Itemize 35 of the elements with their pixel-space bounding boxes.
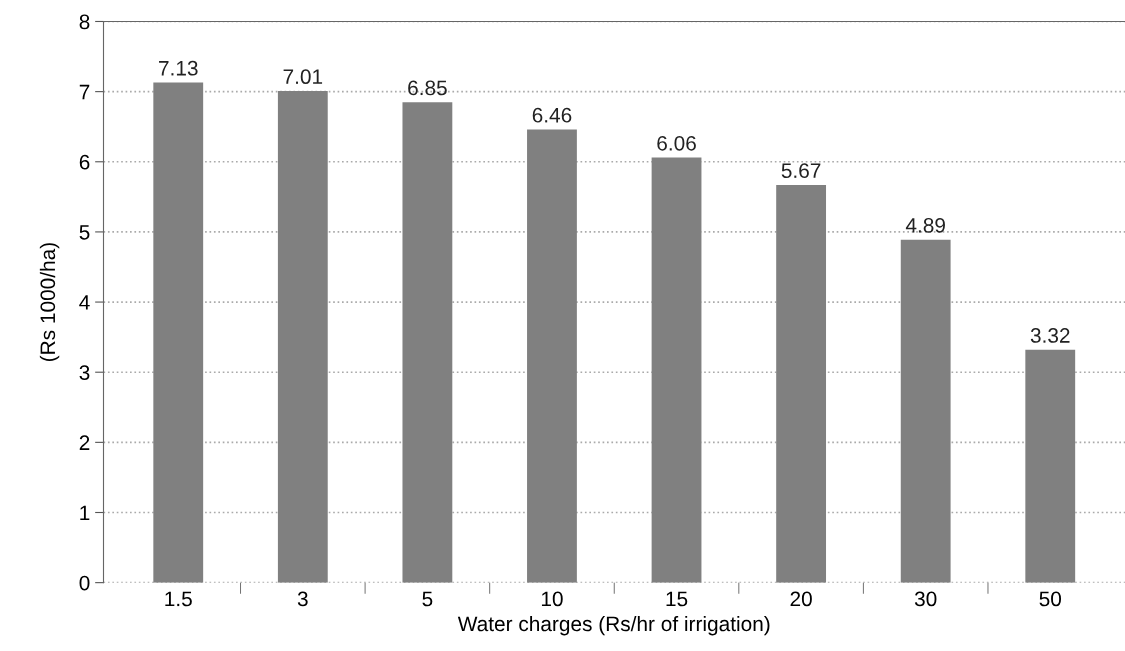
bar bbox=[900, 239, 951, 583]
y-tick-label: 5 bbox=[79, 225, 90, 240]
bar bbox=[153, 82, 204, 583]
y-tick-label: 3 bbox=[79, 365, 90, 380]
y-tick-label: 0 bbox=[79, 575, 90, 591]
x-tick-label: 15 bbox=[666, 591, 688, 607]
bar bbox=[651, 157, 702, 583]
bar bbox=[1025, 349, 1076, 583]
x-tick-label: 20 bbox=[790, 591, 812, 607]
x-tick-label: 10 bbox=[541, 591, 563, 607]
data-label: 7.01 bbox=[283, 69, 323, 85]
data-label: 6.85 bbox=[408, 80, 447, 96]
y-tick-label: 4 bbox=[79, 295, 90, 310]
data-label: 6.46 bbox=[532, 107, 572, 123]
y-tick-label: 1 bbox=[80, 505, 90, 521]
x-tick-label: 3 bbox=[297, 591, 308, 607]
y-tick-label: 7 bbox=[79, 84, 90, 100]
x-tick-label: 1.5 bbox=[165, 591, 192, 607]
x-axis-title: Water charges (Rs/hr of irrigation) bbox=[457, 615, 770, 636]
y-tick-label: 2 bbox=[79, 435, 90, 450]
x-tick-label: 30 bbox=[914, 591, 937, 607]
x-tick-label: 50 bbox=[1039, 591, 1062, 607]
x-tick-label: 5 bbox=[422, 591, 433, 607]
y-tick-label: 8 bbox=[79, 14, 90, 30]
bar bbox=[277, 90, 328, 583]
data-label: 4.89 bbox=[905, 217, 945, 233]
y-tick-label: 6 bbox=[79, 154, 90, 170]
bar bbox=[776, 184, 827, 583]
data-label: 6.06 bbox=[657, 135, 696, 151]
data-label: 3.32 bbox=[1030, 328, 1070, 343]
y-axis-title: (Rs 1000/ha) bbox=[39, 243, 60, 361]
data-label: 5.67 bbox=[781, 163, 821, 179]
bar bbox=[402, 102, 453, 583]
data-label: 7.13 bbox=[159, 60, 198, 76]
bar bbox=[527, 129, 577, 583]
